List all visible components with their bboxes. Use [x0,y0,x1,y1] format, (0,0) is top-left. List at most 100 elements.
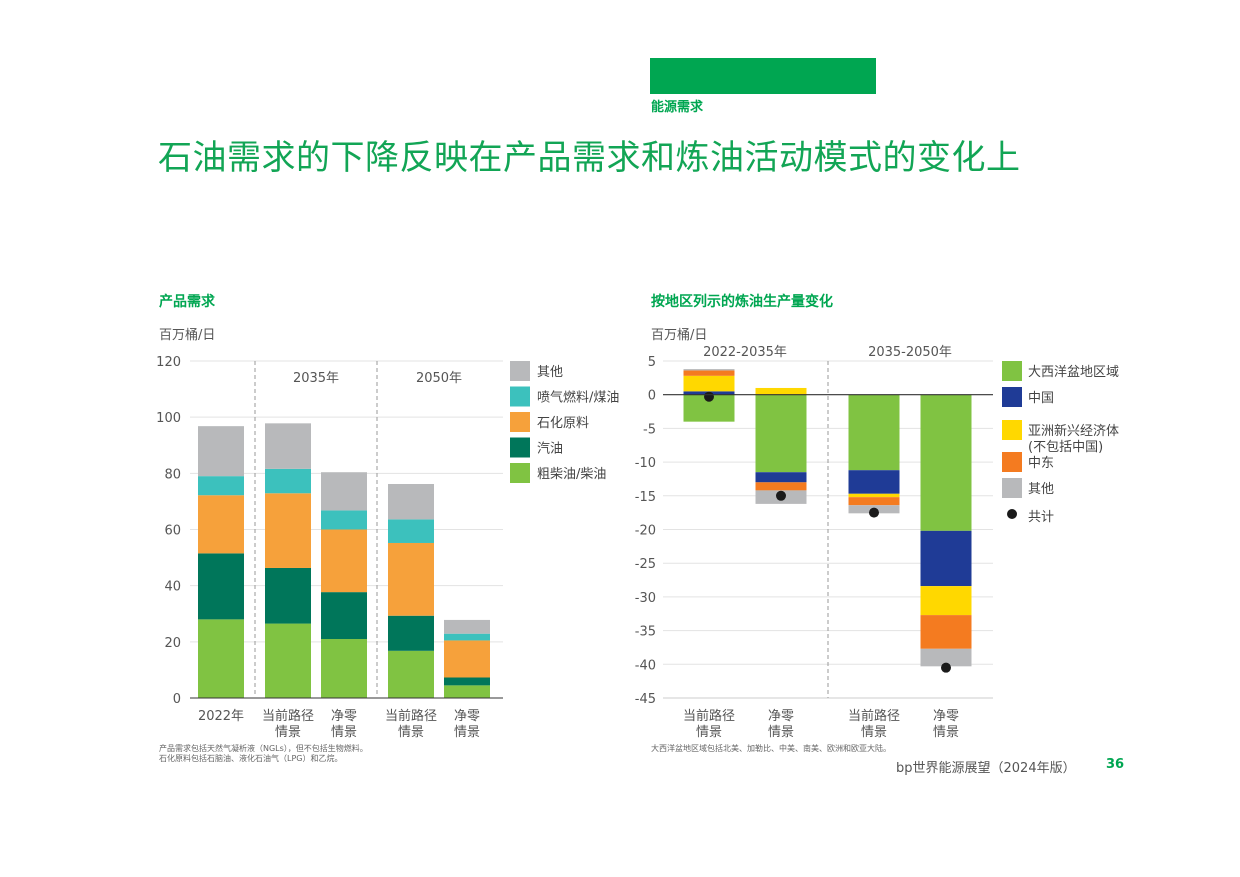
group-label: 2035-2050年 [868,345,952,360]
bar-segment [444,685,490,698]
legend-label: 其他 [1028,482,1054,497]
y-tick-label: 20 [164,636,181,651]
chart1-footnote-line: 产品需求包括天然气凝析液（NGLs），但不包括生物燃料。 [159,744,368,753]
legend-swatch [1002,387,1022,407]
legend-label: 喷气燃料/煤油 [537,390,619,406]
x-tick-label: 情景 [861,725,887,740]
bar-segment [388,484,434,520]
bar-segment [920,648,972,667]
refinery-throughput-chart: 50-5-10-15-20-25-30-35-40-45当前路径情景净零情景当前… [635,345,1119,740]
y-tick-label: 60 [164,524,181,539]
legend-swatch [510,412,530,432]
legend-label: 粗柴油/柴油 [537,467,606,482]
bar-segment [321,472,367,511]
bar-segment [755,482,807,491]
bar-segment [388,650,434,698]
legend-total-marker [1007,509,1017,519]
bar-segment [265,493,311,568]
bar-segment [848,497,900,506]
chart1-title: 产品需求 [159,294,215,310]
legend-label: 亚洲新兴经济体 [1028,423,1119,439]
x-tick-label: 情景 [933,725,959,740]
bar-segment [198,495,244,554]
bar-segment [198,476,244,496]
y-tick-label: -5 [643,422,656,437]
bar-segment [321,592,367,640]
y-tick-label: 100 [156,411,181,426]
legend-label: 汽油 [537,442,563,457]
y-tick-label: 0 [648,389,656,404]
legend-swatch [510,361,530,381]
bar-segment [265,567,311,624]
y-tick-label: -25 [635,557,656,572]
chart2-footnote-line: 大西洋盆地区域包括北美、加勒比、中美、南美、欧洲和欧亚大陆。 [651,744,891,753]
chart1-unit-label: 百万桶/日 [159,328,216,343]
x-tick-label: 情景 [454,725,480,740]
legend-label: 共计 [1028,510,1054,525]
bar-segment [755,394,807,473]
chart2-title: 按地区列示的炼油生产量变化 [651,294,833,310]
y-tick-label: -20 [635,524,656,539]
x-tick-label: 净零 [454,709,480,724]
x-tick-label: 净零 [933,709,959,724]
total-marker [941,662,951,673]
legend-label: 其他 [537,365,563,380]
bar-segment [920,586,972,616]
y-tick-label: 40 [164,580,181,595]
bar-segment [755,387,807,395]
bar-segment [755,472,807,483]
page-title: 石油需求的下降反映在产品需求和炼油活动模式的变化上 [158,138,1021,178]
y-tick-label: -15 [635,490,656,505]
total-marker [776,490,786,501]
bar-segment [848,493,900,498]
chart1-footnote: 产品需求包括天然气凝析液（NGLs），但不包括生物燃料。 石化原料包括石脑油、液… [159,744,368,764]
group-label: 2050年 [416,371,462,386]
chart1-footnote-line: 石化原料包括石脑油、液化石油气（LPG）和乙烷。 [159,754,343,763]
page-number: 36 [1106,757,1125,772]
y-tick-label: 80 [164,467,181,482]
bar-segment [920,530,972,587]
bar-segment [198,619,244,698]
x-tick-label: 情景 [275,725,301,740]
chart2-footnote: 大西洋盆地区域包括北美、加勒比、中美、南美、欧洲和欧亚大陆。 [651,744,891,754]
x-tick-label: 情景 [398,725,424,740]
legend-swatch [510,437,530,458]
legend-swatch [510,463,530,483]
bar-segment [683,369,735,371]
bar-segment [920,394,972,531]
bar-segment [444,677,490,686]
footer-source: bp世界能源展望（2024年版） [896,761,1076,776]
y-tick-label: 120 [156,355,181,370]
legend-label: 中东 [1028,456,1054,471]
bar-segment [321,529,367,593]
bar-segment [444,640,490,678]
y-tick-label: 5 [648,355,656,370]
bar-segment [265,468,311,494]
bar-segment [683,375,735,392]
y-tick-label: -35 [635,625,656,640]
y-tick-label: -10 [635,456,656,471]
bar-segment [321,510,367,530]
bar-segment [265,423,311,469]
legend-label: 大西洋盆地区域 [1028,365,1119,380]
bar-segment [198,553,244,620]
y-tick-label: -40 [635,658,656,673]
x-tick-label: 情景 [768,725,794,740]
x-tick-label: 当前路径 [262,708,314,724]
x-tick-label: 2022年 [198,709,244,724]
x-tick-label: 净零 [768,709,794,724]
x-tick-label: 当前路径 [385,708,437,724]
legend-swatch [1002,452,1022,472]
legend-label: 中国 [1028,391,1054,406]
x-tick-label: 情景 [696,725,722,740]
y-tick-label: -30 [635,591,656,606]
bar-segment [198,426,244,477]
group-label: 2022-2035年 [703,345,787,360]
bar-segment [388,615,434,651]
x-tick-label: 情景 [331,725,357,740]
bar-segment [683,370,735,376]
legend-swatch [510,386,530,407]
bar-segment [848,470,900,494]
y-tick-label: -45 [635,692,656,707]
